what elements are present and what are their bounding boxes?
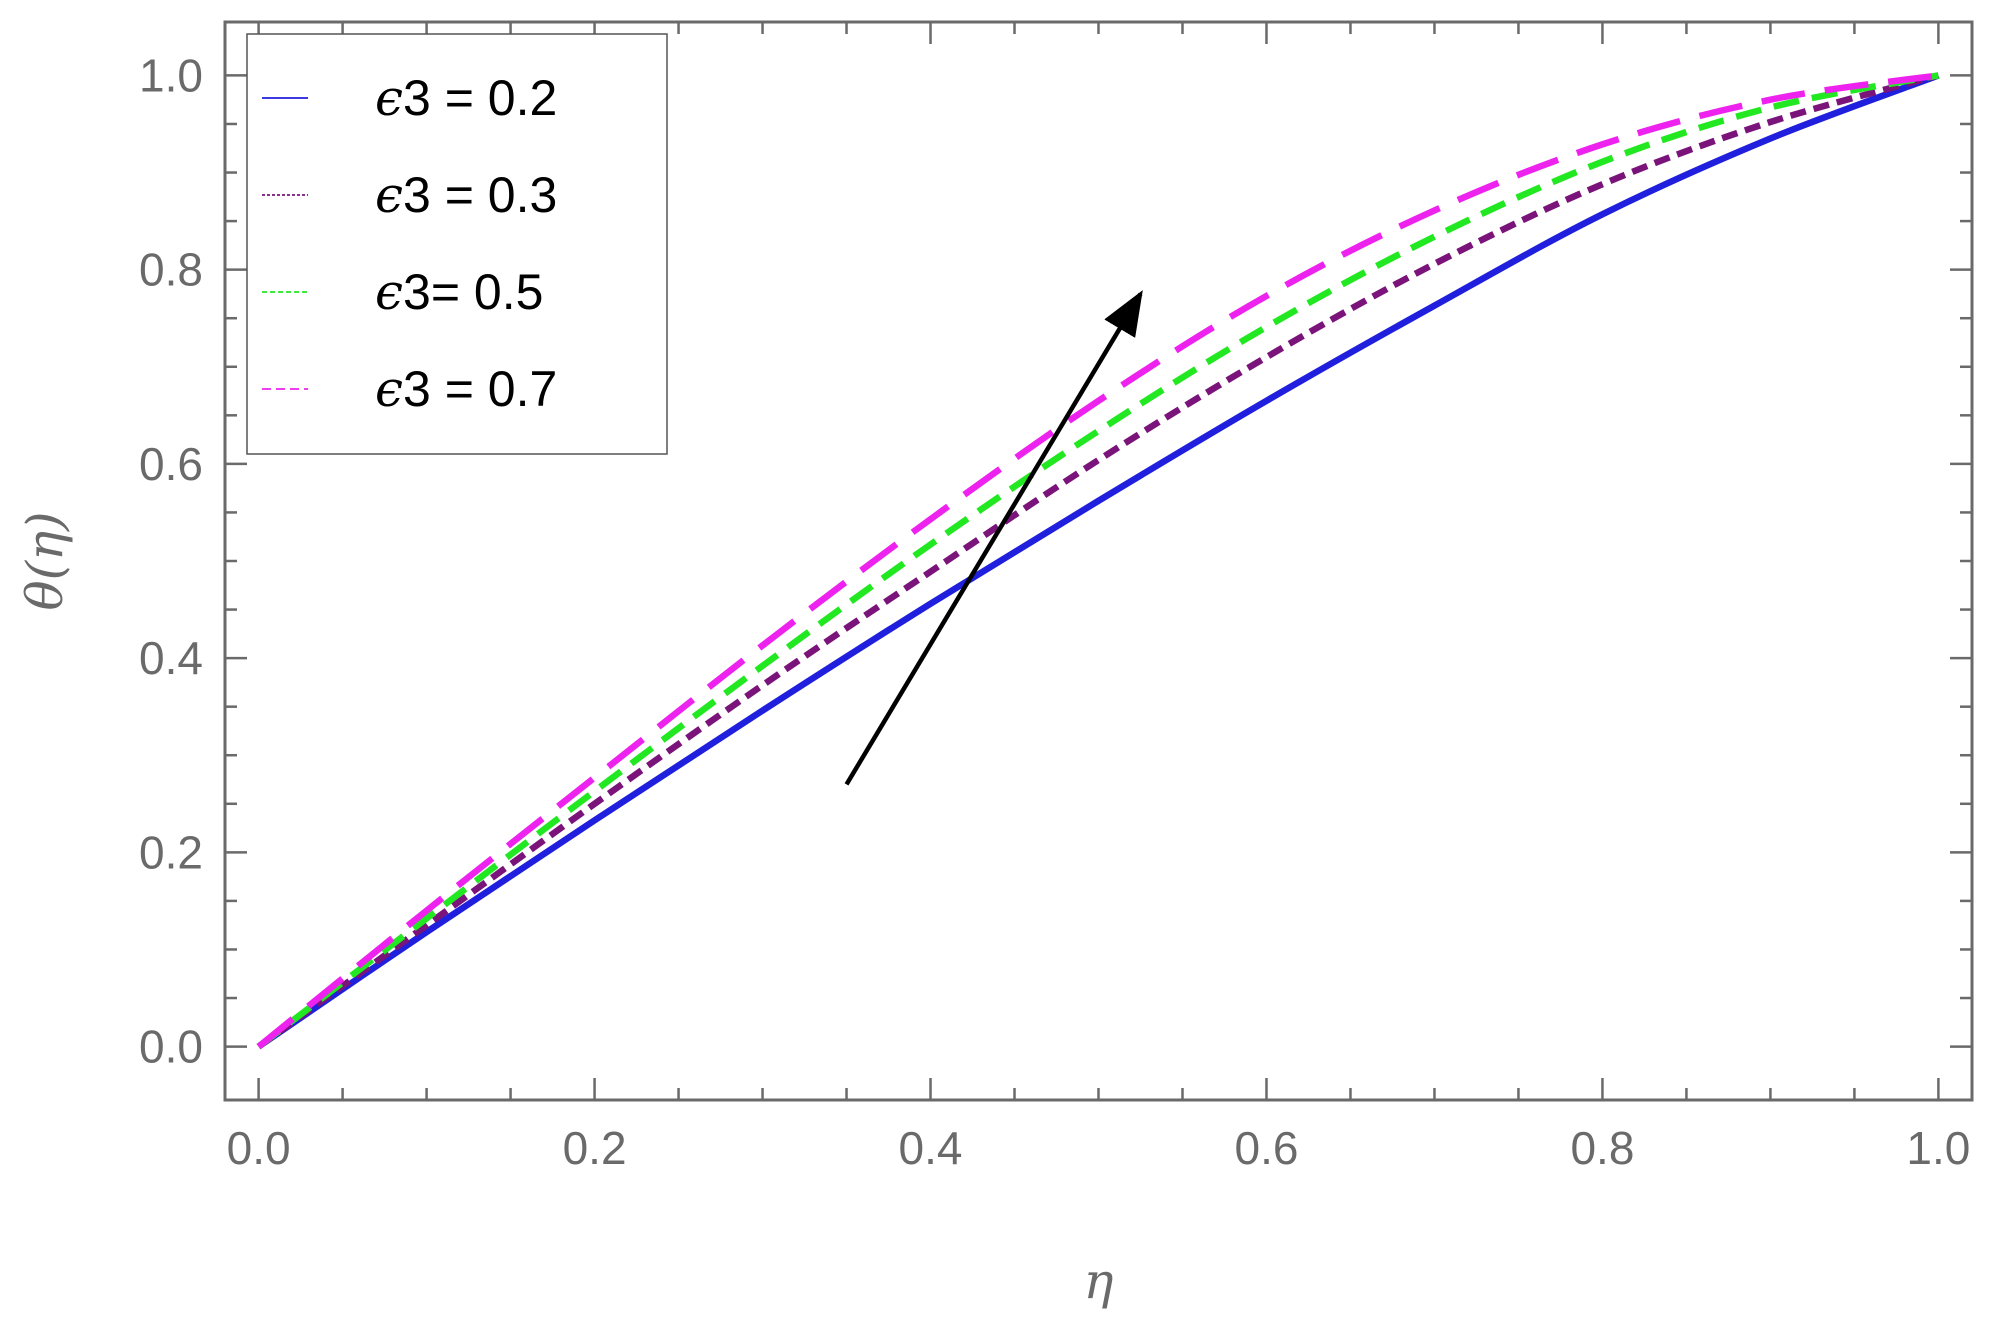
series-line-2: [256, 72, 1940, 1050]
x-tick-label: 0.4: [899, 1122, 963, 1174]
trend-arrow: [844, 290, 1143, 786]
legend: ϵ3 = 0.2ϵ3 = 0.3ϵ3= 0.5ϵ3 = 0.7: [246, 33, 668, 455]
series-line-3: [256, 72, 1940, 1050]
legend-entry-1: ϵ3 = 0.2: [375, 69, 557, 127]
legend-entry-text: 3= 0.5: [403, 264, 543, 320]
legend-entry-text: 3 = 0.7: [403, 361, 557, 417]
x-tick-label: 0.8: [1570, 1122, 1634, 1174]
series-line-4: [256, 72, 1939, 1050]
x-tick-label: 0.2: [563, 1122, 627, 1174]
tick-labels: 0.0 0.2 0.4 0.6 0.8 1.0 0.0 0.2 0.4 0.6 0.8 1.0: [139, 49, 1970, 1174]
y-axis-label: θ(η): [16, 511, 74, 610]
legend-entry-4: ϵ3 = 0.7: [375, 360, 557, 418]
x-tick-label: 0.6: [1235, 1122, 1299, 1174]
legend-entry-symbol: ϵ: [375, 69, 403, 127]
legend-entry-2: ϵ3 = 0.3: [375, 166, 557, 224]
series-line-1: [256, 72, 1940, 1050]
x-tick-label: 0.0: [227, 1122, 291, 1174]
legend-entry-symbol: ϵ: [375, 166, 403, 224]
x-tick-label: 1.0: [1906, 1122, 1970, 1174]
legend-entry-3: ϵ3= 0.5: [375, 263, 543, 321]
axis-ticks: [225, 22, 1972, 1100]
plot-area: [256, 72, 1940, 1050]
y-tick-label: 1.0: [139, 49, 203, 101]
y-tick-label: 0.4: [139, 632, 203, 684]
legend-box: [246, 33, 668, 455]
y-tick-label: 0.2: [139, 826, 203, 878]
y-tick-label: 0.6: [139, 438, 203, 490]
annotations: [844, 290, 1143, 786]
legend-entry-symbol: ϵ: [375, 360, 403, 418]
x-axis-label: η: [1084, 1252, 1114, 1310]
y-tick-label: 0.8: [139, 244, 203, 296]
legend-entry-symbol: ϵ: [375, 263, 403, 321]
legend-entry-text: 3 = 0.2: [403, 70, 557, 126]
y-tick-label: 0.0: [139, 1021, 203, 1073]
legend-entry-text: 3 = 0.3: [403, 167, 557, 223]
